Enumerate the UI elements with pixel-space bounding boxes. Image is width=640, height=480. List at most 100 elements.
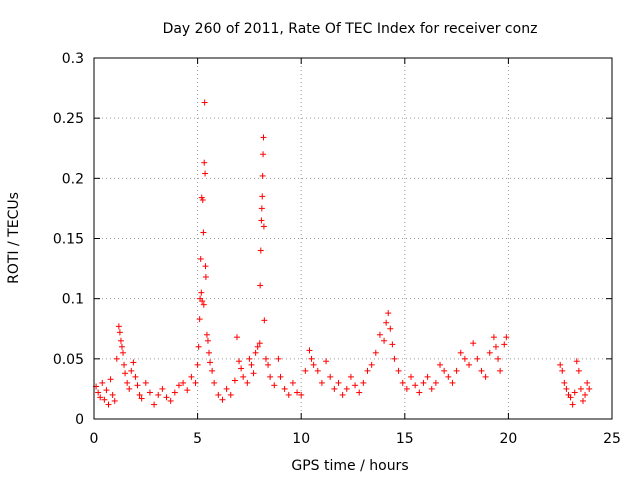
data-point xyxy=(474,355,481,362)
data-point xyxy=(115,323,122,330)
data-point xyxy=(120,349,127,356)
data-point xyxy=(335,379,342,386)
data-point xyxy=(254,343,261,350)
data-point xyxy=(202,274,209,281)
data-point xyxy=(203,331,210,338)
data-point xyxy=(563,385,570,392)
x-tick-label: 10 xyxy=(292,431,310,447)
data-point xyxy=(412,382,419,389)
data-point xyxy=(275,355,282,362)
data-point xyxy=(95,389,102,396)
data-point xyxy=(310,361,317,368)
data-point xyxy=(117,337,124,344)
y-tick-label: 0 xyxy=(75,412,84,428)
y-tick-label: 0.3 xyxy=(62,51,84,67)
data-point xyxy=(260,223,267,230)
data-point xyxy=(490,334,497,341)
data-point xyxy=(260,151,267,158)
x-tick-label: 15 xyxy=(396,431,414,447)
data-point xyxy=(399,379,406,386)
data-point xyxy=(219,396,226,403)
data-point xyxy=(327,373,334,380)
data-point xyxy=(318,379,325,386)
data-point xyxy=(134,382,141,389)
data-point xyxy=(238,365,245,372)
data-point xyxy=(258,217,265,224)
data-point xyxy=(385,310,392,317)
data-point xyxy=(457,349,464,356)
data-point xyxy=(582,391,589,398)
x-axis: 0 5 10 15 20 25 xyxy=(90,58,621,447)
data-point xyxy=(486,349,493,356)
data-point xyxy=(501,341,508,348)
data-point xyxy=(200,229,207,236)
data-point xyxy=(478,367,485,374)
data-point xyxy=(395,367,402,374)
data-point xyxy=(202,170,209,177)
data-points xyxy=(93,99,593,408)
data-point xyxy=(271,382,278,389)
data-point xyxy=(215,391,222,398)
data-point xyxy=(192,379,199,386)
data-point xyxy=(171,389,178,396)
data-point xyxy=(103,387,110,394)
data-point xyxy=(408,373,415,380)
data-point xyxy=(101,396,108,403)
data-point xyxy=(577,385,584,392)
data-point xyxy=(466,361,473,368)
data-point xyxy=(437,361,444,368)
data-point xyxy=(567,394,574,401)
y-tick-label: 0.1 xyxy=(62,292,84,308)
y-axis: 0 0.05 0.1 0.15 0.2 0.25 0.3 xyxy=(53,51,612,428)
data-point xyxy=(461,355,468,362)
chart-title: Day 260 of 2011, Rate Of TEC Index for r… xyxy=(163,21,538,37)
data-point xyxy=(130,359,137,366)
data-point xyxy=(202,263,209,270)
data-point xyxy=(201,159,208,166)
data-point xyxy=(262,355,269,362)
data-point xyxy=(294,389,301,396)
data-point xyxy=(97,394,104,401)
data-point xyxy=(360,379,367,386)
data-point xyxy=(453,367,460,374)
x-tick-label: 5 xyxy=(193,431,202,447)
data-point xyxy=(343,385,350,392)
data-point xyxy=(231,377,238,384)
data-point xyxy=(584,379,591,386)
data-point xyxy=(201,99,208,106)
data-point xyxy=(233,334,240,341)
data-point xyxy=(126,385,133,392)
data-point xyxy=(199,196,206,203)
data-point xyxy=(175,382,182,389)
data-point xyxy=(205,349,212,356)
data-point xyxy=(420,379,427,386)
data-point xyxy=(495,355,502,362)
data-point xyxy=(259,193,266,200)
data-point xyxy=(209,367,216,374)
data-point xyxy=(197,255,204,262)
grid-lines xyxy=(94,58,612,419)
data-point xyxy=(314,367,321,374)
data-point xyxy=(389,341,396,348)
y-tick-label: 0.15 xyxy=(53,232,84,248)
data-point xyxy=(199,298,206,305)
y-tick-label: 0.05 xyxy=(53,352,84,368)
data-point xyxy=(188,373,195,380)
data-point xyxy=(118,343,125,350)
y-tick-label: 0.25 xyxy=(53,111,84,127)
data-point xyxy=(122,370,129,377)
data-point xyxy=(308,355,315,362)
data-point xyxy=(368,361,375,368)
data-point xyxy=(579,397,586,404)
data-point xyxy=(339,391,346,398)
data-point xyxy=(364,367,371,374)
data-point xyxy=(180,379,187,386)
data-point xyxy=(376,331,383,338)
data-point xyxy=(151,401,158,408)
data-point xyxy=(116,329,123,336)
data-point xyxy=(99,379,106,386)
x-tick-label: 0 xyxy=(90,431,99,447)
data-point xyxy=(356,389,363,396)
data-point xyxy=(571,389,578,396)
data-point xyxy=(138,395,145,402)
